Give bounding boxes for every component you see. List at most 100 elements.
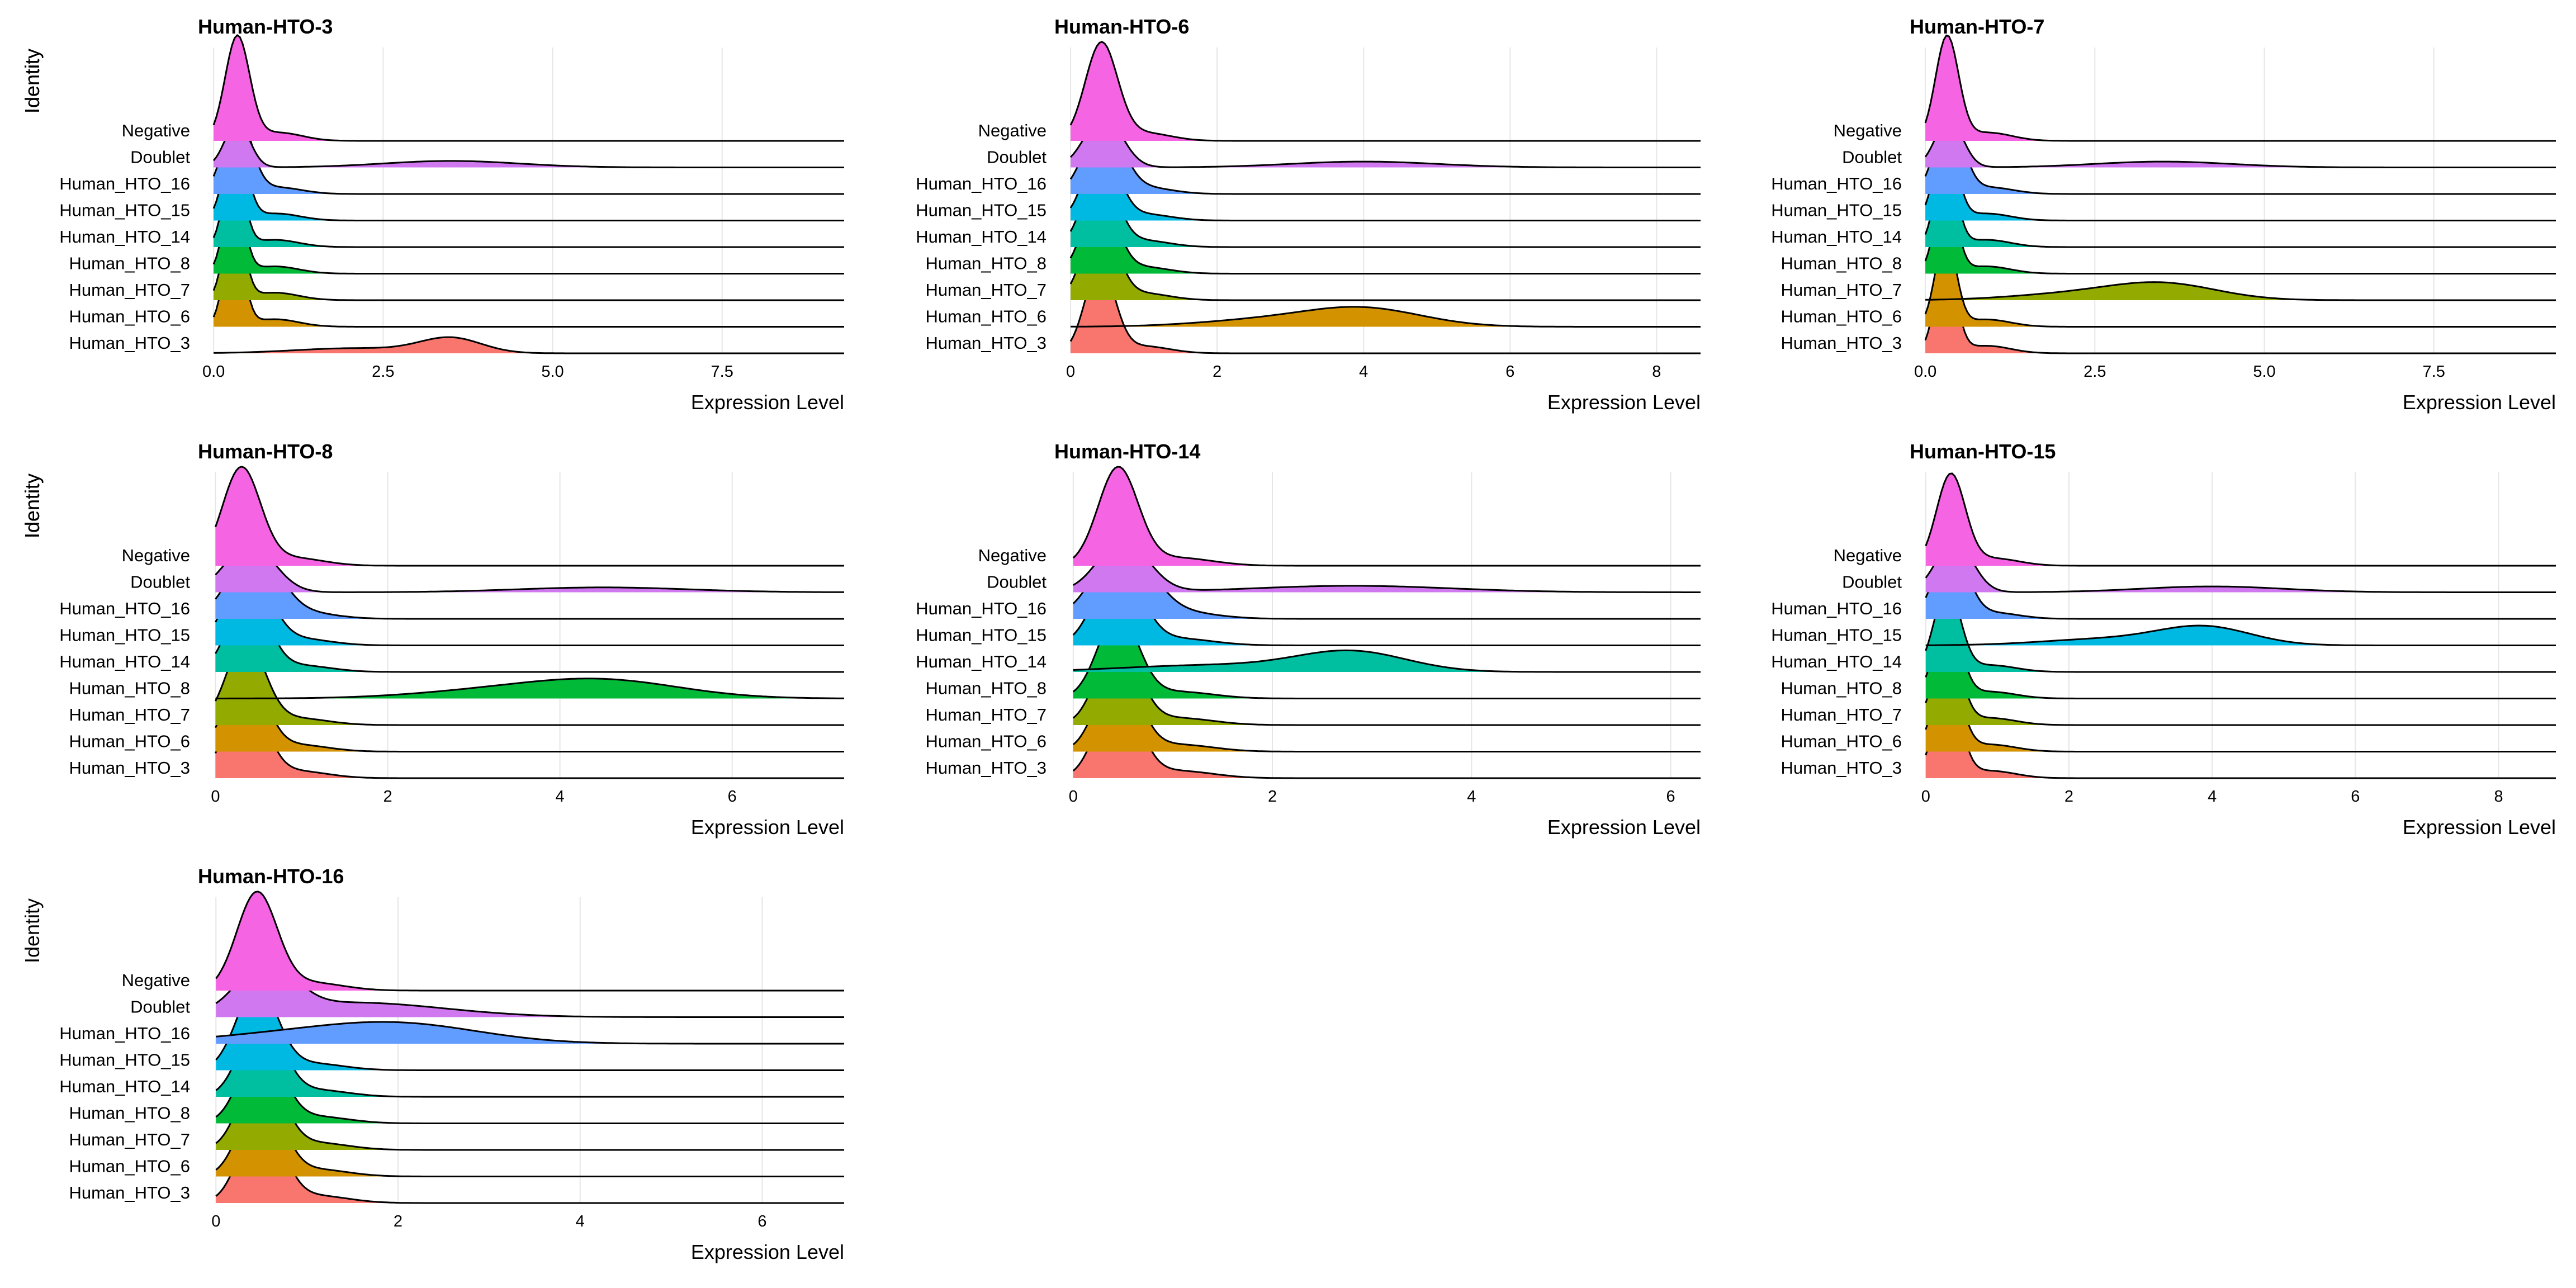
ridge-outline bbox=[1069, 163, 1701, 248]
x-tick-label: 2 bbox=[2064, 788, 2073, 806]
panel: Human-HTO-16 Identity Negative Doublet Human… bbox=[21, 865, 845, 1263]
ridge-outline bbox=[215, 588, 844, 673]
identity-label: Human_HTO_8 bbox=[69, 254, 190, 273]
x-axis-label: Expression Level bbox=[691, 391, 844, 414]
panel: Human-HTO-6 Identity Negative Doublet Human_… bbox=[21, 15, 1701, 414]
ridge-outline bbox=[215, 1060, 844, 1151]
ridge-human-hto-14 bbox=[216, 1011, 845, 1097]
identity-label: Doublet bbox=[987, 148, 1046, 167]
x-tick-label: 0 bbox=[1069, 788, 1078, 806]
identity-label: Human_HTO_7 bbox=[69, 280, 190, 300]
ridge-human-hto-15 bbox=[215, 562, 844, 646]
x-tick-label: 6 bbox=[1505, 363, 1514, 381]
ridge-negative bbox=[1073, 466, 1701, 566]
ridge-doublet bbox=[1925, 540, 2556, 593]
ridge-outline bbox=[1925, 539, 2556, 593]
ridge-human-hto-3 bbox=[1925, 685, 2556, 778]
ridge-outline bbox=[1072, 542, 1701, 620]
identity-label: Negative bbox=[122, 970, 190, 990]
x-tick-label: 4 bbox=[576, 1213, 585, 1230]
ridge-outline bbox=[1925, 281, 2556, 301]
identity-label: Human_HTO_16 bbox=[59, 174, 190, 193]
ridge-outline bbox=[1925, 612, 2556, 699]
ridge-outline bbox=[215, 1086, 844, 1177]
ridge-negative bbox=[1925, 473, 2556, 566]
panel: Human-HTO-8 Identity Negative Doublet Human_… bbox=[21, 440, 844, 839]
x-tick-label: 5.0 bbox=[2253, 363, 2275, 381]
ridge-outline bbox=[212, 121, 844, 168]
identity-label: Negative bbox=[122, 121, 190, 140]
panel-title: Human-HTO-16 bbox=[198, 865, 344, 888]
ridge-outline bbox=[1924, 180, 2556, 274]
ridge-human-hto-7 bbox=[1925, 636, 2556, 725]
panel: Human-HTO-15IdentityNegativeDoubletHuman… bbox=[21, 440, 2556, 839]
x-tick-label: 4 bbox=[556, 788, 565, 806]
panel-title: Human-HTO-6 bbox=[1054, 15, 1189, 38]
x-tick-label: 0.0 bbox=[202, 363, 225, 381]
identity-label: Doublet bbox=[1842, 148, 1902, 167]
ridge-outline bbox=[1925, 472, 2556, 567]
identity-label: Human_HTO_6 bbox=[69, 732, 190, 751]
ridge-outline bbox=[1924, 153, 2556, 248]
ridge-human-hto-7 bbox=[215, 639, 844, 725]
x-tick-label: 2 bbox=[394, 1213, 402, 1230]
ridge-doublet bbox=[215, 543, 844, 593]
ridge-outline bbox=[212, 180, 844, 274]
panel-title: Human-HTO-7 bbox=[1910, 15, 2044, 38]
identity-label: Human_HTO_6 bbox=[1781, 307, 1902, 326]
identity-label: Human_HTO_14 bbox=[1771, 227, 1902, 247]
ridge-outline bbox=[1925, 661, 2556, 752]
ridge-outline bbox=[1069, 140, 1701, 221]
x-tick-label: 0 bbox=[1921, 788, 1930, 806]
ridge-outline bbox=[1072, 558, 1701, 646]
ridge-human-hto-8 bbox=[214, 181, 845, 274]
x-tick-label: 6 bbox=[728, 788, 737, 806]
x-tick-label: 0 bbox=[1066, 363, 1075, 381]
identity-label: Human_HTO_15 bbox=[59, 626, 190, 645]
identity-label: Human_HTO_7 bbox=[1781, 280, 1902, 300]
identity-label: Human_HTO_8 bbox=[925, 679, 1046, 698]
ridge-outline bbox=[215, 545, 844, 620]
ridge-outline bbox=[215, 983, 844, 1071]
ridge-human-hto-14 bbox=[1073, 650, 1701, 672]
x-tick-label: 4 bbox=[1467, 788, 1476, 806]
ridge-outline bbox=[215, 1036, 844, 1124]
identity-label: Human_HTO_15 bbox=[1771, 626, 1902, 645]
ridge-negative bbox=[1071, 41, 1701, 141]
x-axis-label: Expression Level bbox=[1547, 816, 1701, 839]
identity-label: Human_HTO_6 bbox=[925, 307, 1046, 326]
ridge-human-hto-14 bbox=[1925, 154, 2556, 247]
identity-label: Human_HTO_7 bbox=[69, 705, 190, 724]
identity-label: Human_HTO_16 bbox=[59, 599, 190, 618]
identity-label: Human_HTO_15 bbox=[59, 1050, 190, 1070]
ridge-human-hto-3 bbox=[1071, 264, 1701, 353]
identity-label: Human_HTO_8 bbox=[1781, 254, 1902, 273]
ridge-human-hto-8 bbox=[1073, 613, 1701, 699]
identity-label: Human_HTO_14 bbox=[1771, 652, 1902, 671]
ridge-outline bbox=[1072, 685, 1701, 779]
ridge-outline bbox=[1072, 612, 1701, 699]
ridge-human-hto-6 bbox=[1925, 234, 2556, 327]
ridge-human-hto-16 bbox=[1925, 543, 2556, 619]
ridge-human-hto-15 bbox=[214, 131, 845, 221]
identity-label: Negative bbox=[1834, 121, 1902, 140]
ridge-human-hto-7 bbox=[1071, 214, 1701, 300]
identity-label: Human_HTO_16 bbox=[1771, 599, 1902, 618]
identity-label: Human_HTO_3 bbox=[1781, 333, 1902, 353]
identity-label: Human_HTO_7 bbox=[1781, 705, 1902, 724]
ridge-outline bbox=[214, 466, 844, 567]
panel-title: Human-HTO-8 bbox=[198, 440, 333, 463]
ridge-human-hto-6 bbox=[216, 1087, 845, 1177]
identity-label: Human_HTO_7 bbox=[925, 705, 1046, 724]
identity-label: Human_HTO_8 bbox=[925, 254, 1046, 273]
ridge-outline bbox=[212, 130, 844, 221]
ridge-outline bbox=[1069, 190, 1701, 274]
identity-label: Human_HTO_15 bbox=[916, 201, 1046, 220]
identity-label: Human_HTO_7 bbox=[69, 1130, 190, 1149]
ridge-human-hto-6 bbox=[1073, 662, 1701, 752]
identity-label: Human_HTO_6 bbox=[69, 1157, 190, 1176]
ridge-human-hto-8 bbox=[1925, 181, 2556, 274]
ridge-human-hto-15 bbox=[1925, 131, 2556, 221]
ridge-outline bbox=[1924, 233, 2556, 328]
x-tick-label: 2 bbox=[1268, 788, 1277, 806]
